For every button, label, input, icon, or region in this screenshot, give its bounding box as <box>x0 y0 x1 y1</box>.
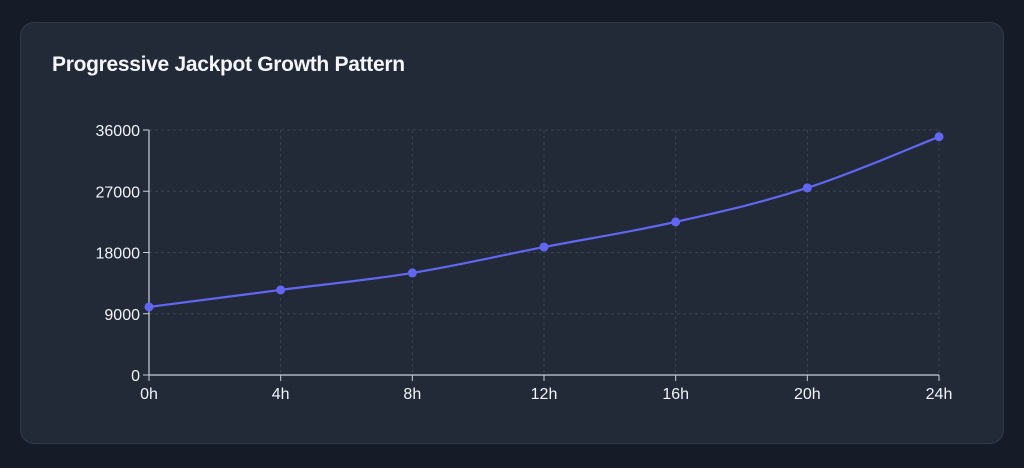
x-tick-label: 0h <box>140 386 158 403</box>
data-point <box>539 242 549 252</box>
series-layer <box>144 132 944 312</box>
data-point <box>934 132 944 142</box>
y-tick-label: 9000 <box>104 307 140 324</box>
x-tick-label: 8h <box>403 386 421 403</box>
tick-labels: 0 9000 18000 27000 36000 0h 4h 8h 12h 16h 20h 24h <box>96 123 953 403</box>
data-point <box>671 217 681 227</box>
x-tick-label: 12h <box>531 386 558 403</box>
x-tick-label: 20h <box>794 386 821 403</box>
y-tick-label: 27000 <box>96 184 141 201</box>
data-point <box>802 183 812 193</box>
x-tick-label: 24h <box>926 386 953 403</box>
x-tick-label: 16h <box>662 386 689 403</box>
data-point <box>276 285 286 295</box>
chart-card: Progressive Jackpot Growth Pattern 0 9000… <box>20 22 1004 444</box>
x-tick-label: 4h <box>272 386 290 403</box>
y-tick-label: 18000 <box>96 246 141 263</box>
data-point <box>144 302 154 312</box>
data-point <box>407 268 417 278</box>
chart-title: Progressive Jackpot Growth Pattern <box>52 53 405 76</box>
y-tick-label: 36000 <box>96 123 141 140</box>
grid-lines <box>149 129 940 375</box>
line-chart: 0 9000 18000 27000 36000 0h 4h 8h 12h 16h 20h 24h <box>96 123 953 403</box>
axes <box>143 129 940 381</box>
y-tick-label: 0 <box>131 368 140 385</box>
